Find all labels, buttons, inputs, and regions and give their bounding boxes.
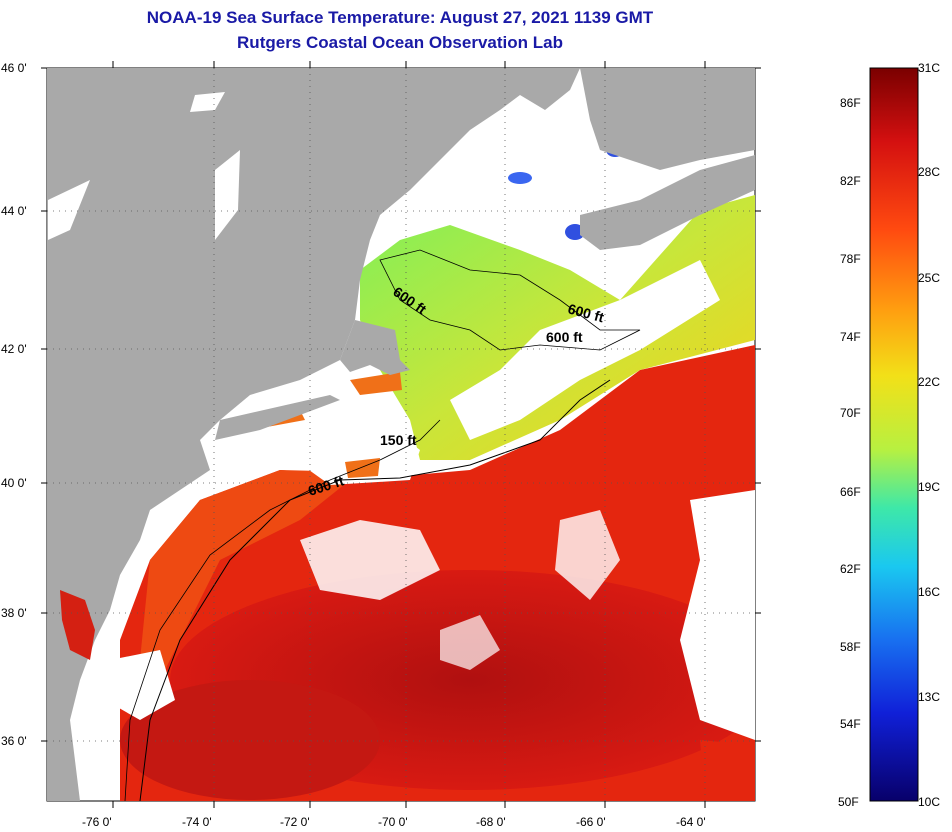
cloud-patch xyxy=(440,615,500,670)
fahrenheit-scale: 86F 82F 78F 74F 70F 66F 62F 58F 54F 50F xyxy=(838,96,861,809)
lat-label: 40 0' xyxy=(1,476,27,490)
gulf-stream-core-2 xyxy=(120,680,380,800)
fahrenheit-label: 58F xyxy=(840,640,861,654)
longitude-axis: -76 0' -74 0' -72 0' -70 0' -68 0' -66 0… xyxy=(82,61,706,829)
fahrenheit-label: 66F xyxy=(840,485,861,499)
cloud-patch xyxy=(300,520,440,600)
grid xyxy=(47,68,755,801)
lon-label: -66 0' xyxy=(576,815,606,829)
celsius-label: 25C xyxy=(918,271,940,285)
cloud-patch xyxy=(450,260,720,440)
fahrenheit-label: 50F xyxy=(838,795,859,809)
lon-label: -64 0' xyxy=(676,815,706,829)
contour-label: 600 ft xyxy=(546,329,583,345)
cloud-patch xyxy=(680,490,755,740)
lake xyxy=(48,180,90,240)
temperature-colorbar: 86F 82F 78F 74F 70F 66F 62F 58F 54F 50F … xyxy=(838,61,940,809)
celsius-label: 19C xyxy=(918,480,940,494)
colorbar-gradient xyxy=(869,67,919,802)
land-long-island xyxy=(215,395,340,440)
lat-label: 36 0' xyxy=(1,734,27,748)
lat-label: 38 0' xyxy=(1,606,27,620)
chesapeake-bay xyxy=(60,590,95,660)
sst-map: 600 ft 600 ft 600 ft 150 ft 600 ft 46 0'… xyxy=(1,61,761,829)
contour-150ft xyxy=(124,419,441,801)
fahrenheit-label: 82F xyxy=(840,174,861,188)
warm-patch xyxy=(350,372,402,395)
celsius-label: 22C xyxy=(918,375,940,389)
contour-gulf-600ft xyxy=(379,249,641,351)
lat-label: 44 0' xyxy=(1,204,27,218)
fahrenheit-label: 78F xyxy=(840,252,861,266)
celsius-label: 16C xyxy=(918,585,940,599)
fahrenheit-label: 70F xyxy=(840,406,861,420)
land-cape-cod xyxy=(340,320,410,375)
fahrenheit-label: 62F xyxy=(840,562,861,576)
fahrenheit-label: 54F xyxy=(840,717,861,731)
celsius-label: 10C xyxy=(918,795,940,809)
celsius-label: 31C xyxy=(918,61,940,75)
shelf-water xyxy=(130,470,360,760)
contour-600ft xyxy=(139,379,611,801)
lake xyxy=(190,92,225,112)
lon-label: -74 0' xyxy=(182,815,212,829)
celsius-label: 13C xyxy=(918,690,940,704)
land-new-brunswick xyxy=(580,68,755,170)
celsius-scale: 31C 28C 25C 22C 19C 16C 13C 10C xyxy=(918,61,940,809)
lake xyxy=(215,150,240,240)
latitude-axis: 46 0' 44 0' 42 0' 40 0' 38 0' 36 0' xyxy=(1,61,761,748)
lon-label: -70 0' xyxy=(378,815,408,829)
warm-patch xyxy=(345,458,380,478)
lat-label: 42 0' xyxy=(1,342,27,356)
fahrenheit-label: 74F xyxy=(840,330,861,344)
lon-label: -68 0' xyxy=(476,815,506,829)
contour-label: 150 ft xyxy=(380,432,417,448)
lon-label: -76 0' xyxy=(82,815,112,829)
fahrenheit-label: 86F xyxy=(840,96,861,110)
land-nova-scotia xyxy=(580,155,755,250)
lon-label: -72 0' xyxy=(280,815,310,829)
cloud-patch xyxy=(105,650,175,720)
lat-label: 46 0' xyxy=(1,61,27,75)
celsius-label: 28C xyxy=(918,165,940,179)
map-subtitle: Rutgers Coastal Ocean Observation Lab xyxy=(237,33,563,52)
map-title: NOAA-19 Sea Surface Temperature: August … xyxy=(146,8,654,27)
land-mainland xyxy=(47,68,580,801)
cold-patch xyxy=(508,172,532,184)
cloud-patch xyxy=(555,510,620,600)
cloud-patch xyxy=(700,740,755,801)
cloud-patch xyxy=(295,420,420,485)
